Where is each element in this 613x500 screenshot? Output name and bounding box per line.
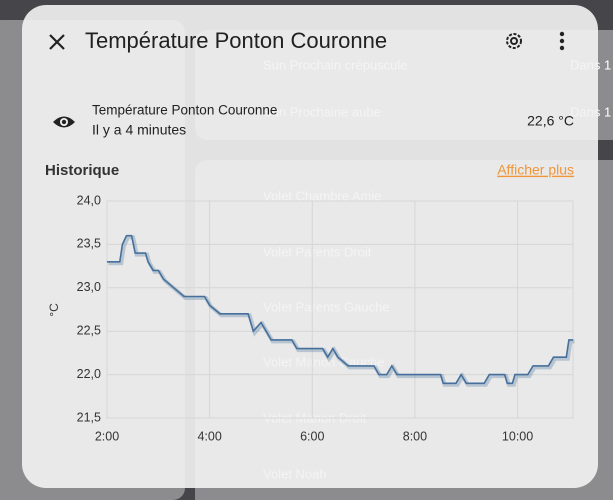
dialog-title: Température Ponton Couronne	[85, 28, 387, 53]
eye-icon	[53, 116, 75, 128]
dialog	[22, 5, 598, 488]
chart: 24,0 23,5 23,0 22,5 22,0 21,5 2:00 4:00 6:00 8:00…	[77, 193, 575, 443]
close-button[interactable]	[49, 34, 65, 50]
settings-button[interactable]	[506, 33, 522, 49]
y-tick-label: 24,0	[77, 193, 101, 207]
entity-name: Température Ponton Couronne	[92, 103, 277, 118]
y-axis-label: °C	[47, 303, 61, 317]
entity-state: 22,6 °C	[527, 113, 574, 129]
y-tick-label: 23,5	[77, 237, 101, 251]
x-tick-label: 8:00	[403, 429, 427, 443]
show-more-link[interactable]: Afficher plus	[497, 162, 574, 178]
x-tick-label: 6:00	[300, 429, 324, 443]
y-tick-label: 23,0	[77, 280, 101, 294]
series-line	[107, 234, 573, 385]
last-changed: Il y a 4 minutes	[92, 122, 186, 138]
y-tick-label: 22,0	[77, 367, 101, 381]
menu-button[interactable]	[559, 31, 565, 51]
history-title: Historique	[45, 162, 119, 179]
x-tick-label: 10:00	[502, 429, 533, 443]
y-tick-label: 21,5	[77, 410, 101, 424]
x-tick-label: 4:00	[197, 429, 221, 443]
y-tick-label: 22,5	[77, 323, 101, 337]
x-tick-label: 2:00	[95, 429, 119, 443]
